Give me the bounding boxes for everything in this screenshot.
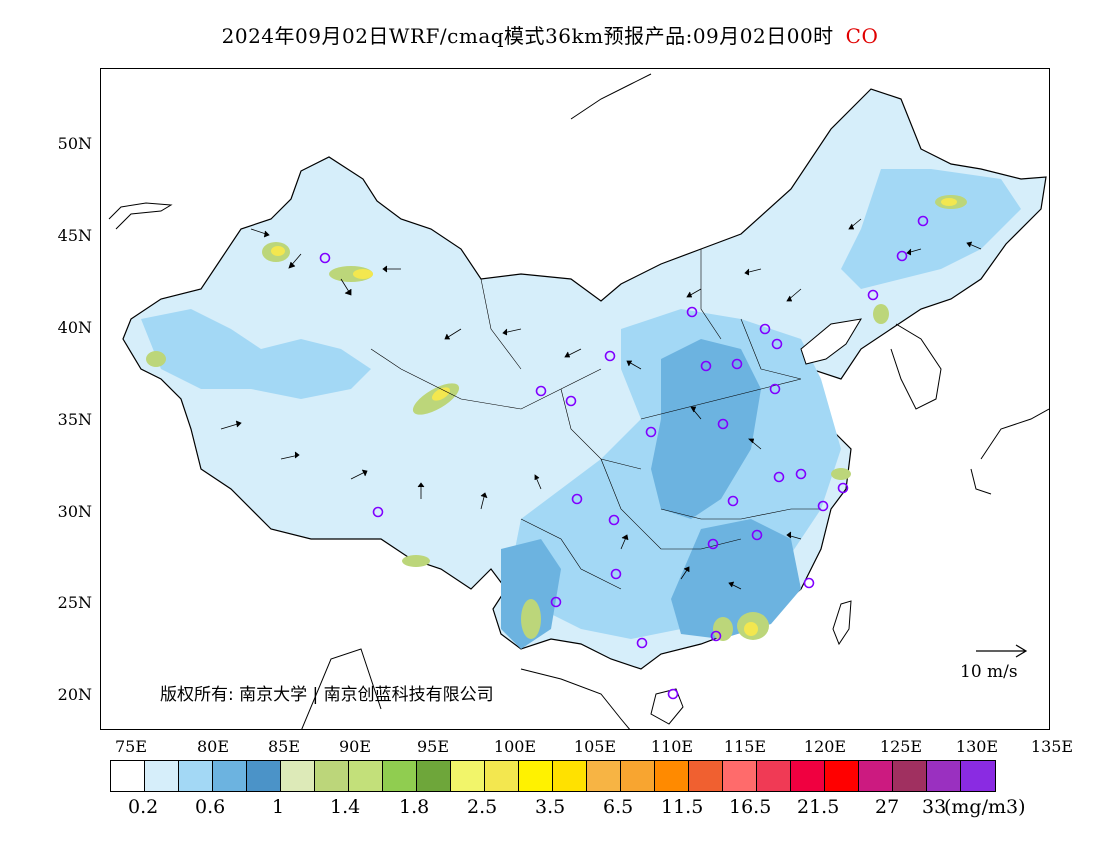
map-panel [100, 68, 1050, 730]
hotspot-urumqi-core [353, 269, 373, 279]
legend-swatch [315, 761, 349, 791]
legend-swatch [825, 761, 859, 791]
lon-label-120e: 120E [803, 737, 847, 756]
taiwan-island [832, 600, 852, 646]
lon-label-80e: 80E [196, 737, 230, 756]
legend-label: 0.6 [195, 796, 226, 818]
balkhash-lake [108, 202, 173, 230]
legend-label: 33 [922, 796, 947, 818]
hotspot-tarim-core [271, 246, 285, 256]
wind-reference-arrow [976, 644, 1028, 658]
lon-label-125e: 125E [879, 737, 923, 756]
legend-swatch [587, 761, 621, 791]
china-land-base [122, 88, 1047, 670]
concentration-zone-southwest [501, 539, 561, 649]
legend-swatch [621, 761, 655, 791]
korea-peninsula [890, 323, 942, 410]
hotspot-guangdong-core [744, 622, 758, 636]
legend-swatch [485, 761, 519, 791]
concentration-zone-northwest [141, 309, 371, 399]
lat-label-50n: 50N [57, 134, 92, 153]
legend-swatch [383, 761, 417, 791]
legend-swatch [247, 761, 281, 791]
legend-label: 1.4 [330, 796, 361, 818]
japan-coast [970, 408, 1049, 495]
map-title: 2024年09月02日WRF/cmaq模式36km预报产品:09月02日00时 C… [0, 20, 1100, 49]
lat-label-25n: 25N [57, 593, 92, 612]
lon-label-105e: 105E [573, 737, 617, 756]
bohai-sea [800, 318, 862, 365]
lon-label-75e: 75E [114, 737, 148, 756]
wind-vectors [220, 218, 982, 590]
hotspot-jiangsu [831, 468, 851, 480]
legend-label: 6.5 [603, 796, 634, 818]
concentration-zone-northeast [841, 169, 1021, 289]
lon-label-130e: 130E [955, 737, 999, 756]
legend-swatch [859, 761, 893, 791]
wind-reference-label: 10 m/s [960, 662, 1018, 682]
legend-swatch [179, 761, 213, 791]
lon-label-90e: 90E [338, 737, 372, 756]
legend-label: 21.5 [797, 796, 840, 818]
lon-label-85e: 85E [267, 737, 301, 756]
legend-swatch [961, 761, 995, 791]
legend-unit: (mg/m3) [944, 796, 1026, 818]
southeast-asia-coast [301, 648, 630, 729]
lon-label-100e: 100E [493, 737, 537, 756]
lat-label-30n: 30N [57, 502, 92, 521]
legend-swatch [451, 761, 485, 791]
legend-label: 11.5 [661, 796, 704, 818]
legend-label: 1 [272, 796, 285, 818]
concentration-zone-central [651, 339, 761, 519]
hotspot-qinghai-core [431, 387, 451, 401]
lat-label-45n: 45N [57, 226, 92, 245]
legend-swatch [655, 761, 689, 791]
lat-label-35n: 35N [57, 410, 92, 429]
hotspot-liaoning [873, 304, 889, 324]
city-markers [319, 215, 929, 700]
lat-label-20n: 20N [57, 685, 92, 704]
hotspot-northeast-core [941, 198, 957, 206]
legend-swatch [893, 761, 927, 791]
legend-label: 2.5 [467, 796, 498, 818]
legend-swatch [519, 761, 553, 791]
legend-swatch [791, 761, 825, 791]
legend-swatch [757, 761, 791, 791]
legend-swatch [553, 761, 587, 791]
legend-label: 1.8 [399, 796, 430, 818]
map-canvas [108, 73, 1049, 729]
lon-label-135e: 135E [1030, 737, 1074, 756]
legend-swatch [349, 761, 383, 791]
legend-swatch [281, 761, 315, 791]
legend-label: 27 [875, 796, 900, 818]
lat-label-40n: 40N [57, 318, 92, 337]
copyright-text: 版权所有: 南京大学 | 南京创蓝科技有限公司 [160, 685, 494, 705]
provincial-boundaries [370, 249, 821, 590]
title-species: CO [845, 24, 879, 48]
hotspot-guangxi [713, 617, 733, 641]
baikal-lake [570, 73, 652, 120]
lon-label-115e: 115E [723, 737, 767, 756]
hotspot-yunnan [521, 599, 541, 639]
hotspot-southwest [402, 555, 430, 567]
legend-label: 0.2 [128, 796, 159, 818]
concentration-zone-south [671, 519, 801, 639]
legend-swatch [111, 761, 145, 791]
legend-swatch [927, 761, 961, 791]
color-legend-bar [110, 760, 996, 792]
legend-swatch [689, 761, 723, 791]
hotspot-xinjiang-west [146, 351, 166, 367]
legend-label: 16.5 [729, 796, 772, 818]
legend-swatch [213, 761, 247, 791]
legend-swatch [723, 761, 757, 791]
legend-label: 3.5 [535, 796, 566, 818]
title-main: 2024年09月02日WRF/cmaq模式36km预报产品:09月02日00时 [221, 24, 834, 48]
lon-label-95e: 95E [416, 737, 450, 756]
lon-label-110e: 110E [650, 737, 694, 756]
legend-swatch [417, 761, 451, 791]
legend-swatch [145, 761, 179, 791]
